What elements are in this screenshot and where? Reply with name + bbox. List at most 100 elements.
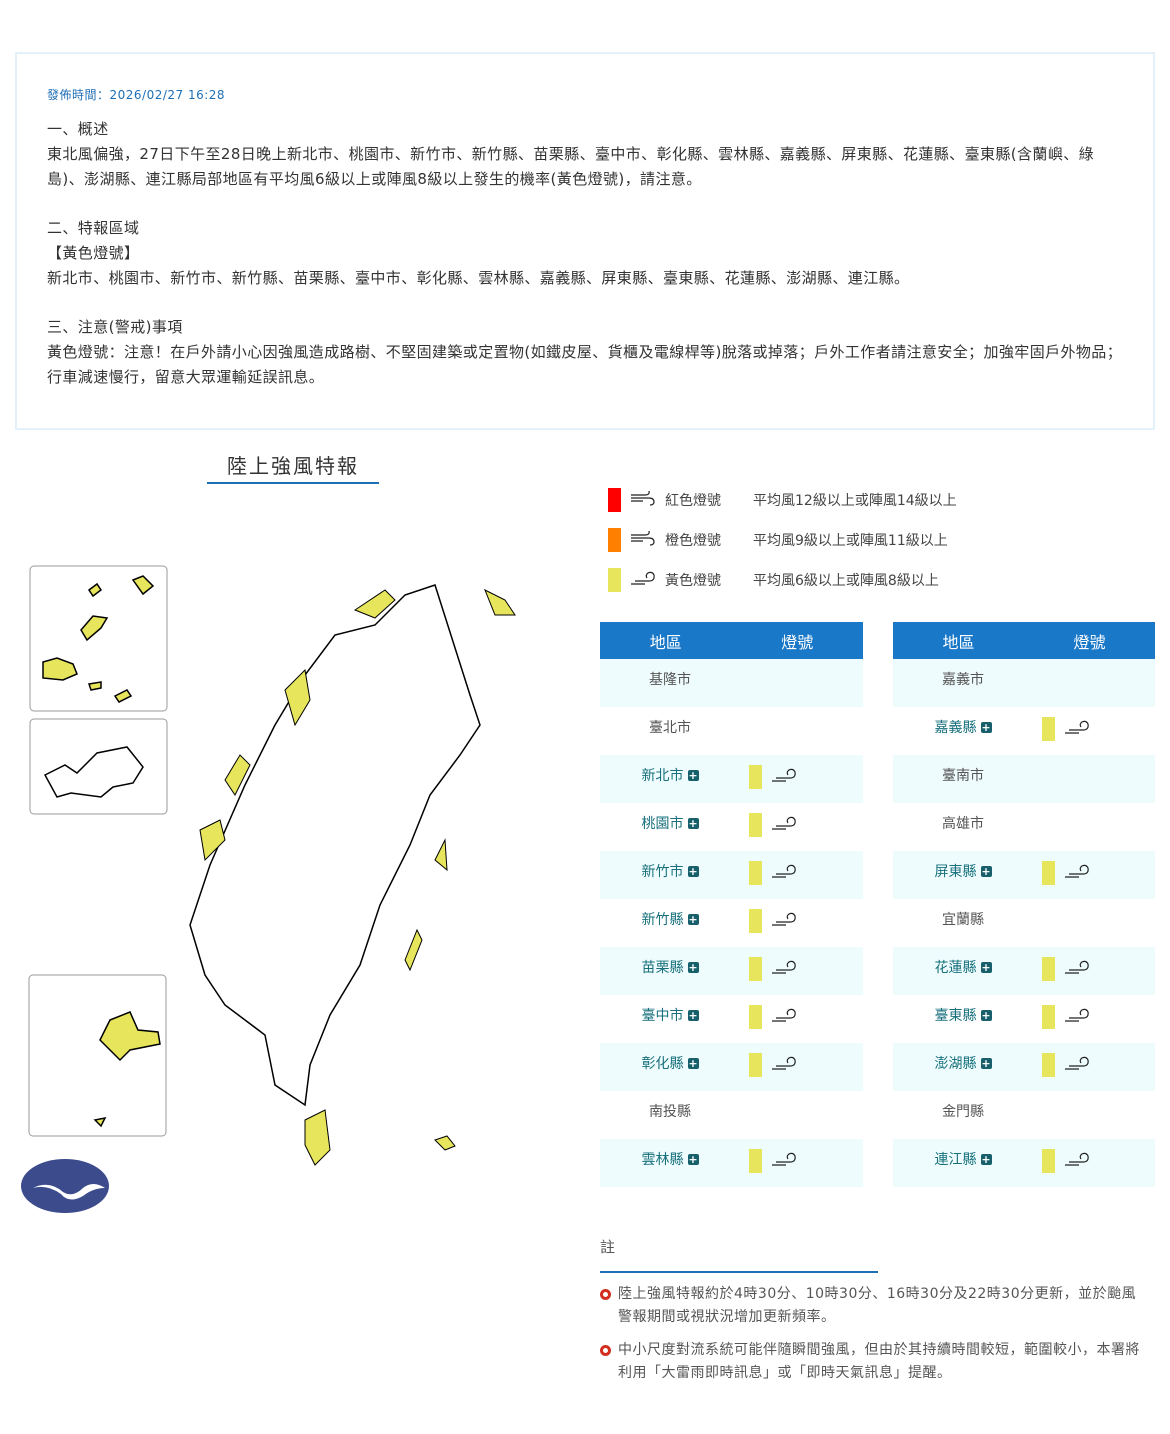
header-region: 地區 (649, 632, 682, 652)
region-name[interactable]: 雲林縣 + (641, 1152, 699, 1168)
region-name: 基隆市 (649, 672, 691, 688)
yellow-signal (1042, 1053, 1055, 1077)
bullet-icon (600, 1289, 611, 1300)
yellow-signal (749, 957, 762, 981)
color-swatch (608, 528, 621, 552)
yellow-signal (749, 861, 762, 885)
publish-time: 發佈時間：2026/02/27 16:28 (47, 88, 226, 102)
table-row: 南投縣 (600, 1091, 863, 1139)
expand-plus-icon[interactable]: + (687, 913, 699, 926)
region-table-left: 地區 燈號 基隆市臺北市新北市 + 桃園市 + 新竹市 + 新竹縣 + 苗栗縣 + 臺中市 + 彰化縣 + 南… (600, 622, 863, 1187)
expand-plus-icon[interactable]: + (687, 1153, 699, 1166)
expand-plus-icon[interactable]: + (687, 961, 699, 974)
region-name[interactable]: 花蓮縣 + (934, 960, 992, 976)
wind-icon (770, 1006, 798, 1028)
expand-plus-icon[interactable]: + (687, 817, 699, 830)
region-name[interactable]: 新竹縣 + (641, 912, 699, 928)
wind-icon (770, 1150, 798, 1172)
table-row: 新竹市 + (600, 851, 863, 899)
region-name: 臺南市 (942, 768, 984, 784)
header-signal: 燈號 (781, 632, 814, 652)
penghu-inset (28, 974, 167, 1137)
header-signal: 燈號 (1073, 632, 1106, 652)
region-table-right: 地區 燈號 嘉義市 嘉義縣 + 臺南市 高雄市 屏東縣 + 宜蘭縣 花蓮縣 + 臺東縣 + 澎湖縣 + 金門縣… (893, 622, 1155, 1187)
table-row: 臺中市 + (600, 995, 863, 1043)
signal-cell (1042, 717, 1091, 741)
yellow-signal (1042, 957, 1055, 981)
notes: 註 陸上強風特報約於4時30分、10時30分、16時30分及22時30分更新，並… (600, 1236, 1150, 1395)
taiwan-warning-map[interactable] (15, 540, 575, 1220)
expand-plus-icon[interactable]: + (980, 865, 992, 878)
wind-icon (1063, 1150, 1091, 1172)
table-row: 臺北市 (600, 707, 863, 755)
strong-wind-icon (629, 489, 657, 511)
map-title: 陸上強風特報 (207, 450, 379, 484)
region-name[interactable]: 臺中市 + (641, 1008, 699, 1024)
expand-plus-icon[interactable]: + (980, 1009, 992, 1022)
signal-cell (1042, 1053, 1091, 1077)
section-1-title: 一、概述 (47, 120, 109, 138)
wind-icon (770, 1054, 798, 1076)
region-name[interactable]: 嘉義縣 + (934, 720, 992, 736)
expand-plus-icon[interactable]: + (687, 769, 699, 782)
expand-plus-icon[interactable]: + (980, 721, 992, 734)
wind-icon (1063, 1006, 1091, 1028)
region-name: 嘉義市 (942, 672, 984, 688)
note-item: 陸上強風特報約於4時30分、10時30分、16時30分及22時30分更新，並於颱… (600, 1283, 1150, 1329)
yellow-signal (1042, 717, 1055, 741)
signal-cell (749, 1149, 798, 1173)
wind-icon (770, 910, 798, 932)
yellow-signal (749, 765, 762, 789)
warning-notice: 發佈時間：2026/02/27 16:28 一、概述 東北風偏強，27日下午至2… (15, 52, 1155, 430)
yellow-signal (1042, 1005, 1055, 1029)
table-row: 新竹縣 + (600, 899, 863, 947)
section-3-body: 黃色燈號：注意！在戶外請小心因強風造成路樹、不堅固建築或定置物(如鐵皮屋、貨櫃及… (47, 343, 1123, 386)
wind-icon (1063, 958, 1091, 980)
region-name[interactable]: 新北市 + (641, 768, 699, 784)
region-name[interactable]: 新竹市 + (641, 864, 699, 880)
bullet-icon (600, 1345, 611, 1356)
notes-title: 註 (600, 1236, 878, 1273)
legend-item: 橙色燈號 平均風9級以上或陣風11級以上 (608, 528, 957, 552)
region-name: 金門縣 (942, 1104, 984, 1120)
legend-item: 紅色燈號 平均風12級以上或陣風14級以上 (608, 488, 957, 512)
region-name: 南投縣 (649, 1104, 691, 1120)
expand-plus-icon[interactable]: + (980, 1153, 992, 1166)
expand-plus-icon[interactable]: + (687, 1009, 699, 1022)
section-1-body: 東北風偏強，27日下午至28日晚上新北市、桃園市、新竹市、新竹縣、苗栗縣、臺中市… (47, 145, 1095, 188)
yellow-signal (749, 813, 762, 837)
yellow-signal (749, 1149, 762, 1173)
header-region: 地區 (942, 632, 975, 652)
expand-plus-icon[interactable]: + (687, 1057, 699, 1070)
region-name[interactable]: 苗栗縣 + (641, 960, 699, 976)
region-name[interactable]: 桃園市 + (641, 816, 699, 832)
signal-cell (1042, 1149, 1091, 1173)
wind-icon (770, 958, 798, 980)
region-name[interactable]: 彰化縣 + (641, 1056, 699, 1072)
cwa-logo (21, 1159, 109, 1213)
table-row: 臺東縣 + (893, 995, 1155, 1043)
table-row: 苗栗縣 + (600, 947, 863, 995)
color-swatch (608, 568, 621, 592)
signal-cell (749, 813, 798, 837)
section-2-level: 【黃色燈號】 (47, 244, 140, 262)
table-row: 臺南市 (893, 755, 1155, 803)
region-name[interactable]: 澎湖縣 + (934, 1056, 992, 1072)
expand-plus-icon[interactable]: + (687, 865, 699, 878)
signal-cell (749, 909, 798, 933)
signal-cell (749, 957, 798, 981)
table-row: 桃園市 + (600, 803, 863, 851)
table-row: 金門縣 (893, 1091, 1155, 1139)
region-name[interactable]: 屏東縣 + (934, 864, 992, 880)
signal-cell (749, 765, 798, 789)
signal-cell (749, 861, 798, 885)
region-name[interactable]: 臺東縣 + (934, 1008, 992, 1024)
expand-plus-icon[interactable]: + (980, 1057, 992, 1070)
region-name[interactable]: 連江縣 + (934, 1152, 992, 1168)
signal-cell (1042, 957, 1091, 981)
wind-icon (770, 766, 798, 788)
table-row: 嘉義縣 + (893, 707, 1155, 755)
table-row: 高雄市 (893, 803, 1155, 851)
expand-plus-icon[interactable]: + (980, 961, 992, 974)
table-row: 澎湖縣 + (893, 1043, 1155, 1091)
